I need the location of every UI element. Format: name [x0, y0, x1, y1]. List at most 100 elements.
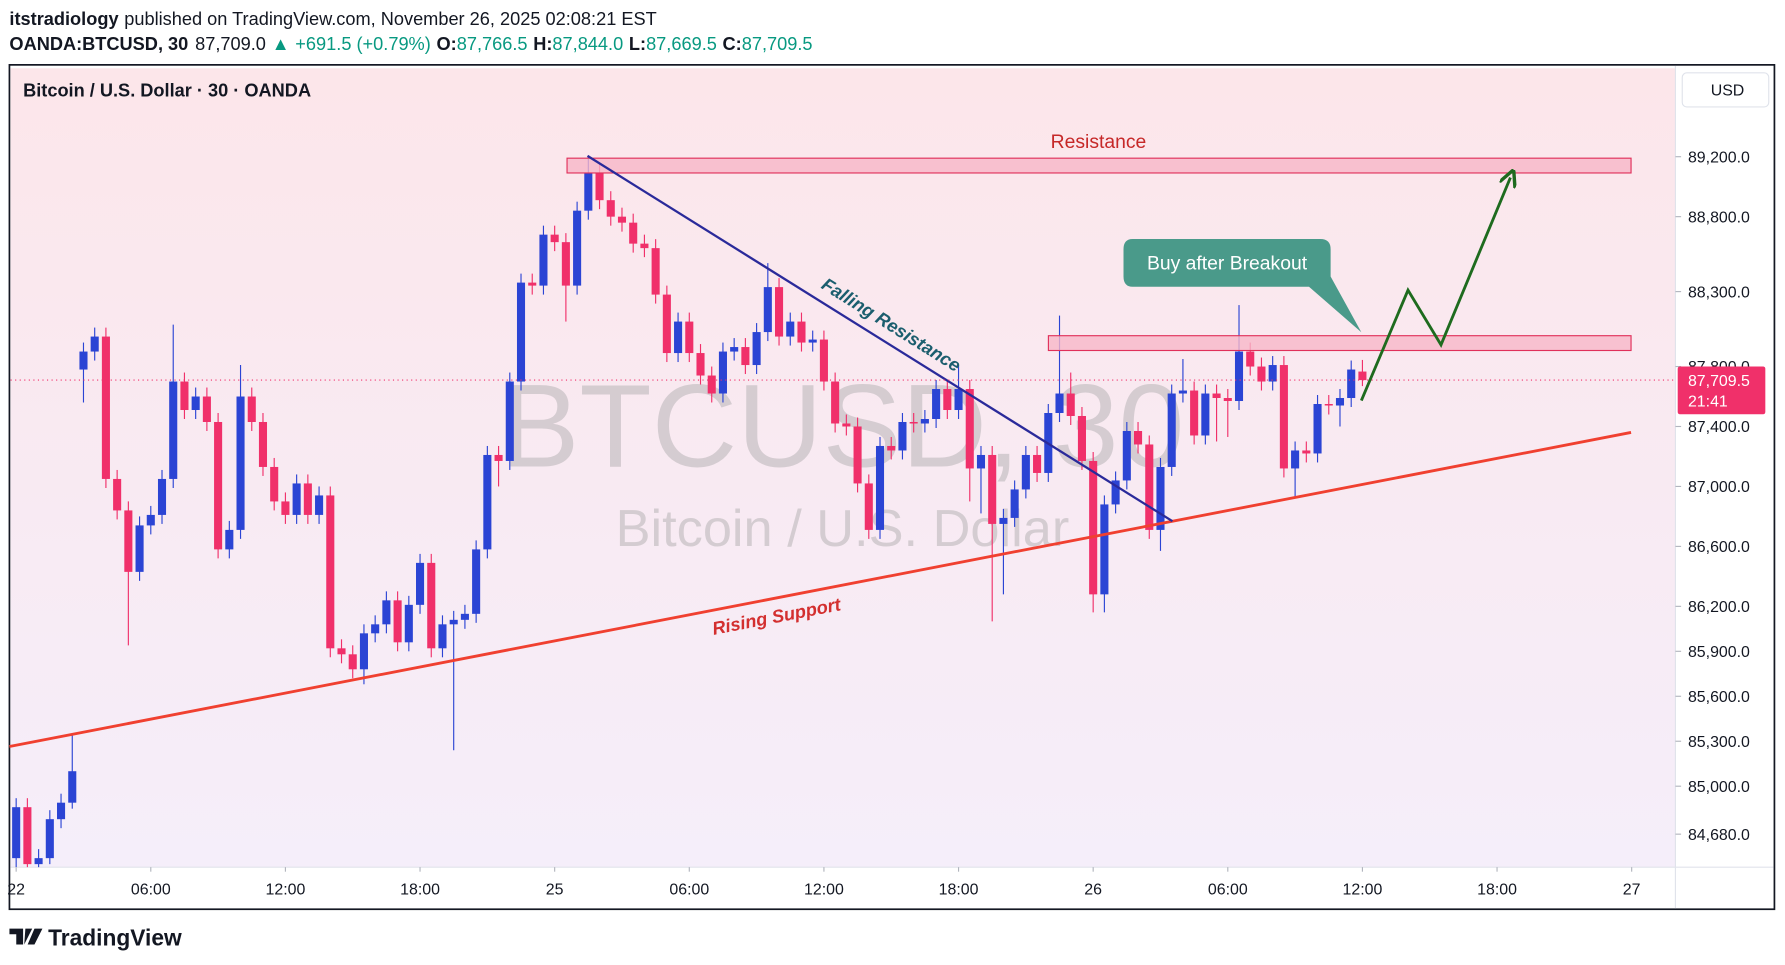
candle-body: [550, 234, 559, 243]
candle-body: [460, 613, 469, 620]
candle-body: [214, 421, 223, 550]
candle-body: [674, 321, 683, 354]
candle-body: [258, 421, 268, 467]
candle-body: [1178, 390, 1187, 394]
candle-body: [1145, 444, 1154, 530]
footer-logo: TradingView: [9, 925, 182, 951]
candle-body: [1212, 393, 1221, 399]
candle-body: [113, 478, 122, 511]
candle-body: [359, 633, 368, 670]
x-tick-label: 06:00: [131, 881, 171, 898]
y-tick-label: 85,600.0: [1688, 689, 1750, 706]
o-label: O:: [437, 34, 457, 54]
candle-body: [1021, 454, 1030, 490]
candle-body: [898, 421, 907, 451]
candle-body: [79, 351, 88, 370]
o: 87,766.5: [457, 34, 528, 54]
candle-body: [247, 396, 256, 422]
candle-body: [1167, 393, 1176, 467]
published: published on TradingView.com, November 2…: [124, 9, 657, 29]
candle-body: [584, 173, 593, 211]
candle-body: [932, 389, 941, 419]
currency-button[interactable]: [1681, 72, 1770, 108]
candle-body: [1257, 366, 1266, 382]
candle-body: [1089, 460, 1098, 595]
candle-body: [1335, 398, 1345, 406]
y-tick-label: 84,680.0: [1688, 827, 1750, 844]
candle-body: [157, 478, 167, 515]
candle-body: [12, 807, 21, 859]
h: 87,844.0: [552, 34, 623, 54]
candle-body: [808, 339, 817, 343]
symbol: OANDA:BTCUSD, 30: [9, 34, 188, 54]
countdown: 21:41: [1688, 393, 1728, 410]
candle-body: [1324, 404, 1333, 406]
header-line-1: itstradiology published on TradingView.co…: [9, 9, 656, 29]
y-tick-label: 85,900.0: [1688, 644, 1750, 661]
candle-body: [1302, 450, 1311, 454]
candle-body: [416, 562, 425, 605]
candle-body: [34, 858, 43, 865]
falling-resistance-line: [586, 154, 1174, 523]
candle-body: [741, 347, 750, 366]
last-price-box: [1677, 366, 1766, 415]
candle-body: [281, 501, 290, 515]
candle-body: [348, 654, 357, 670]
candle-body: [146, 514, 155, 526]
candle-body: [730, 347, 739, 352]
candle-body: [988, 454, 997, 524]
candle-body: [617, 216, 627, 223]
candle-body: [1033, 454, 1042, 473]
candle-body: [135, 525, 144, 572]
candle-body: [68, 771, 77, 803]
candle-body: [752, 332, 761, 366]
x-tick-label: 27: [1623, 881, 1641, 898]
candle-body: [1313, 404, 1322, 454]
currency: USD: [1711, 83, 1745, 100]
candle-body: [640, 243, 649, 249]
candle-body: [315, 495, 324, 515]
candle-body: [1122, 430, 1131, 481]
candle-body: [57, 802, 66, 820]
candle-body: [662, 294, 671, 354]
candle-body: [965, 389, 974, 469]
c-label: C:: [723, 34, 742, 54]
candle-body: [561, 242, 570, 286]
change: +691.5 (+0.79%): [295, 34, 431, 54]
candle-body: [427, 562, 436, 649]
candle-body: [1234, 351, 1244, 402]
l-label: L:: [629, 34, 646, 54]
y-tick-label: 85,000.0: [1688, 779, 1750, 796]
candle-body: [101, 336, 110, 479]
y-tick-label: 86,600.0: [1688, 539, 1750, 556]
candle-body: [1100, 504, 1109, 595]
candle-body: [954, 389, 963, 411]
buy-label: Buy after Breakout: [1147, 253, 1308, 275]
candle-body: [494, 454, 503, 461]
candle-body: [371, 624, 380, 634]
candle-body: [920, 418, 929, 424]
breakout-zone: [1047, 335, 1632, 352]
candle-body: [1055, 393, 1064, 414]
x-tick-label: 22: [7, 881, 25, 898]
candle-body: [225, 529, 234, 550]
header-line-2: OANDA:BTCUSD, 30 87,709.0 ▲ +691.5 (+0.79%)…: [9, 34, 812, 54]
x-tick-label: 12:00: [265, 881, 305, 898]
candle-body: [393, 600, 402, 643]
candle-body: [887, 445, 896, 451]
candle-body: [842, 423, 851, 427]
candle-body: [999, 517, 1008, 524]
candle-body: [505, 381, 514, 461]
candle-body: [707, 375, 716, 394]
candle-body: [539, 234, 548, 286]
x-tick-label: 06:00: [1208, 881, 1248, 898]
candle-body: [303, 483, 312, 515]
y-tick-label: 87,400.0: [1688, 419, 1750, 436]
candle-body: [169, 381, 178, 479]
candle-body: [472, 549, 481, 614]
buy-callout: [1123, 238, 1362, 333]
arrow: ▲: [272, 34, 290, 54]
candle-body: [1358, 371, 1367, 381]
candle-body: [1279, 365, 1288, 469]
candle-body: [696, 353, 705, 376]
